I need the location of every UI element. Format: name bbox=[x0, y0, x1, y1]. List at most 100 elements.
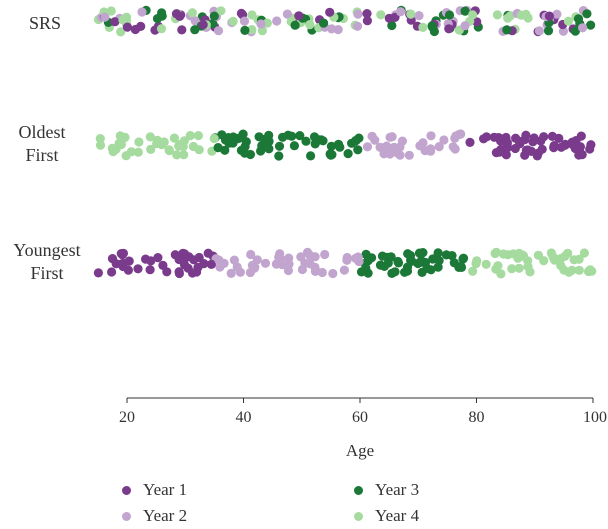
data-point bbox=[574, 265, 584, 275]
x-axis: 20 40 60 80 100 bbox=[119, 397, 607, 426]
data-point bbox=[362, 16, 372, 26]
data-point bbox=[458, 253, 469, 263]
data-point bbox=[311, 265, 321, 276]
data-point bbox=[117, 250, 127, 260]
data-point bbox=[123, 265, 133, 275]
legend-label-year-4: Year 4 bbox=[375, 506, 420, 525]
data-point bbox=[179, 150, 189, 160]
data-point bbox=[214, 255, 224, 265]
data-point bbox=[294, 11, 304, 21]
data-point bbox=[193, 131, 203, 141]
data-point bbox=[351, 135, 361, 145]
data-point bbox=[158, 260, 168, 270]
data-point bbox=[146, 144, 156, 154]
row-label-srs: SRS bbox=[0, 12, 90, 35]
x-tick-label: 20 bbox=[119, 409, 135, 426]
data-point bbox=[528, 137, 538, 147]
data-point bbox=[124, 256, 134, 266]
data-point bbox=[585, 265, 595, 275]
data-point bbox=[282, 9, 292, 19]
data-point bbox=[362, 142, 373, 152]
row-label-oldest-first: Oldest First bbox=[0, 121, 84, 167]
data-point bbox=[576, 131, 586, 141]
data-point bbox=[145, 132, 155, 142]
data-point bbox=[502, 143, 512, 153]
data-point bbox=[216, 6, 226, 16]
data-point bbox=[177, 25, 187, 35]
data-point bbox=[141, 254, 151, 264]
data-point bbox=[145, 265, 155, 275]
data-point bbox=[578, 23, 588, 33]
x-tick-label: 100 bbox=[583, 409, 607, 426]
data-point bbox=[468, 266, 478, 276]
data-point bbox=[164, 146, 174, 156]
data-point bbox=[546, 248, 557, 258]
data-point bbox=[100, 12, 110, 22]
data-point bbox=[240, 148, 250, 158]
data-point bbox=[393, 256, 403, 267]
data-point bbox=[239, 16, 250, 26]
data-point bbox=[319, 18, 329, 28]
data-point bbox=[327, 150, 337, 160]
data-point bbox=[465, 137, 475, 147]
data-point bbox=[185, 131, 195, 141]
data-point bbox=[502, 25, 512, 35]
data-point bbox=[479, 134, 489, 144]
legend-item-year-3: Year 3 bbox=[354, 478, 419, 502]
data-point bbox=[507, 264, 517, 274]
legend-label-year-1: Year 1 bbox=[143, 480, 188, 499]
row-label-oldest-first-line-2: First bbox=[25, 145, 59, 165]
data-point bbox=[326, 141, 336, 151]
legend: Year 1 Year 2 Year 3 Year 4 bbox=[122, 478, 462, 526]
data-point bbox=[274, 151, 284, 161]
data-point bbox=[405, 250, 416, 261]
data-point bbox=[434, 256, 444, 266]
data-point bbox=[549, 143, 559, 153]
data-point bbox=[521, 145, 532, 155]
data-point bbox=[472, 256, 482, 266]
data-point bbox=[183, 263, 193, 273]
row-label-youngest-first: Youngest First bbox=[0, 239, 94, 285]
data-point bbox=[448, 142, 458, 152]
data-point bbox=[209, 133, 219, 144]
data-point bbox=[498, 249, 509, 259]
data-point bbox=[385, 132, 395, 142]
data-point bbox=[491, 247, 501, 257]
data-point bbox=[514, 263, 524, 273]
row-label-oldest-first-line-1: Oldest bbox=[18, 122, 66, 142]
data-point bbox=[586, 20, 596, 30]
data-point bbox=[468, 10, 478, 20]
data-point bbox=[352, 21, 363, 31]
data-point bbox=[472, 17, 482, 27]
data-point bbox=[264, 144, 274, 154]
data-point bbox=[558, 26, 569, 36]
data-point bbox=[289, 141, 299, 151]
data-point bbox=[247, 10, 257, 20]
data-point bbox=[287, 131, 297, 141]
data-point bbox=[247, 25, 257, 35]
data-point bbox=[416, 256, 426, 266]
data-point bbox=[444, 10, 455, 20]
data-point bbox=[339, 265, 349, 275]
data-point bbox=[390, 267, 400, 277]
data-points bbox=[93, 5, 597, 279]
data-point bbox=[108, 147, 118, 157]
data-point bbox=[120, 132, 130, 142]
data-point bbox=[184, 252, 194, 262]
data-point bbox=[406, 9, 416, 19]
data-point bbox=[353, 145, 363, 155]
data-point bbox=[521, 9, 531, 19]
data-point bbox=[389, 142, 399, 152]
data-point bbox=[454, 129, 464, 140]
data-point bbox=[434, 142, 444, 152]
x-axis-title: Age bbox=[346, 441, 374, 460]
data-point bbox=[152, 139, 162, 149]
row-label-srs-line-1: SRS bbox=[28, 13, 62, 33]
data-point bbox=[228, 132, 238, 142]
data-point bbox=[174, 141, 184, 151]
data-point bbox=[397, 136, 407, 146]
data-point bbox=[418, 22, 428, 32]
data-point bbox=[256, 146, 266, 156]
data-point bbox=[356, 267, 367, 277]
data-point bbox=[229, 255, 239, 265]
